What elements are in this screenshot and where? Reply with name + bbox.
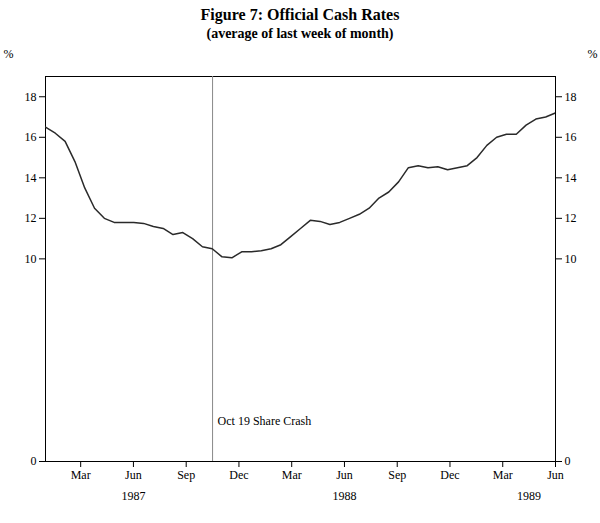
svg-text:Mar: Mar <box>282 468 302 482</box>
svg-text:16: 16 <box>565 130 577 144</box>
svg-text:Mar: Mar <box>493 468 513 482</box>
svg-text:%: % <box>588 47 598 61</box>
svg-text:Dec: Dec <box>229 468 248 482</box>
svg-text:Jun: Jun <box>547 468 564 482</box>
html-text:Figure 7: Official Cash Rates: Figure 7: Official Cash Rates <box>200 6 400 23</box>
svg-text:1987: 1987 <box>121 489 145 503</box>
svg-text:12: 12 <box>565 211 577 225</box>
svg-text:1989: 1989 <box>517 489 541 503</box>
svg-text:Mar: Mar <box>71 468 91 482</box>
svg-text:Jun: Jun <box>125 468 142 482</box>
svg-text:16: 16 <box>25 130 37 144</box>
svg-text:0: 0 <box>31 454 37 468</box>
svg-text:10: 10 <box>565 252 577 266</box>
svg-text:%: % <box>4 47 14 61</box>
svg-text:Oct 19 Share Crash: Oct 19 Share Crash <box>218 414 312 428</box>
svg-text:Sep: Sep <box>177 468 195 482</box>
svg-text:18: 18 <box>25 90 37 104</box>
svg-text:0: 0 <box>565 454 571 468</box>
svg-text:Dec: Dec <box>440 468 459 482</box>
svg-text:12: 12 <box>25 211 37 225</box>
svg-text:14: 14 <box>25 171 37 185</box>
html-text:(average of last week of month: (average of last week of month) <box>206 26 394 41</box>
svg-text:18: 18 <box>565 90 577 104</box>
svg-text:10: 10 <box>25 252 37 266</box>
svg-text:Sep: Sep <box>388 468 406 482</box>
svg-text:14: 14 <box>565 171 577 185</box>
svg-text:1988: 1988 <box>332 489 356 503</box>
svg-text:Jun: Jun <box>336 468 353 482</box>
